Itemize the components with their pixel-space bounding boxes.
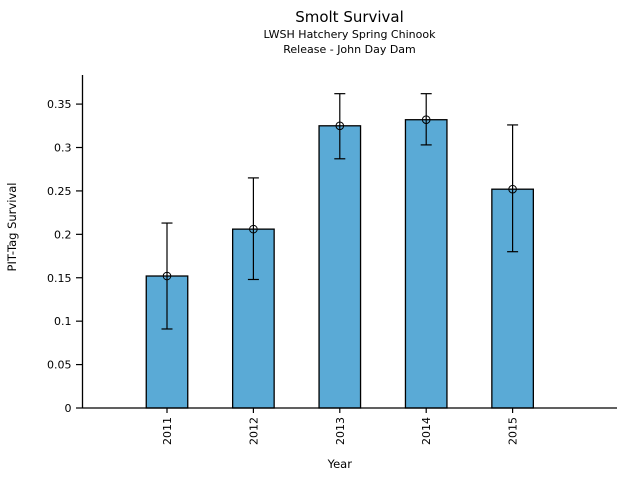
point-marker-2013 xyxy=(335,121,345,131)
chart-subtitle-line2: Release - John Day Dam xyxy=(283,43,416,56)
y-tick-label: 0.35 xyxy=(47,98,72,111)
chart-subtitle-line1: LWSH Hatchery Spring Chinook xyxy=(263,28,436,41)
point-marker-2015 xyxy=(508,184,517,194)
x-tick-label: 2013 xyxy=(334,417,347,445)
x-tick-label: 2012 xyxy=(247,417,260,445)
point-marker-2011 xyxy=(162,271,172,281)
y-tick-label: 0.05 xyxy=(47,359,72,372)
x-tick-label: 2014 xyxy=(420,417,433,445)
y-tick-label: 0 xyxy=(65,402,72,415)
point-marker-2012 xyxy=(249,224,258,234)
chart-title: Smolt Survival xyxy=(295,8,404,26)
y-tick-label: 0.1 xyxy=(54,315,72,328)
chart-header: Smolt Survival LWSH Hatchery Spring Chin… xyxy=(82,8,617,57)
y-tick-label: 0.15 xyxy=(47,272,72,285)
x-tick-label: 2011 xyxy=(161,417,174,445)
x-axis-label: Year xyxy=(327,457,353,471)
bar-2014 xyxy=(404,119,448,409)
y-tick-label: 0.25 xyxy=(47,185,72,198)
bar-2013 xyxy=(318,125,362,409)
y-tick-label: 0.2 xyxy=(54,228,72,241)
x-tick-label: 2015 xyxy=(507,417,520,445)
y-axis-label: PIT-Tag Survival xyxy=(5,183,19,272)
y-tick-label: 0.3 xyxy=(54,142,72,155)
point-marker-2014 xyxy=(421,115,431,125)
